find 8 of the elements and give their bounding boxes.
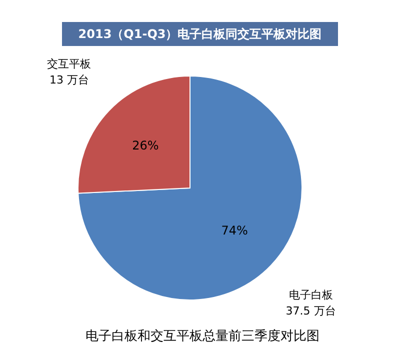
data-label: 13 万台 (49, 74, 89, 87)
text: 26% (132, 138, 159, 152)
data-label: 37.5 万台 (286, 304, 336, 318)
text: 电子白板和交互平板总量前三季度对比图 (86, 328, 320, 344)
chart-title: 2013（Q1-Q3）电子白板同交互平板对比图 (78, 27, 322, 41)
slice-label: 电子白板 (288, 288, 333, 302)
text: 74% (221, 224, 248, 238)
slice-label: 交互平板 (47, 58, 92, 71)
